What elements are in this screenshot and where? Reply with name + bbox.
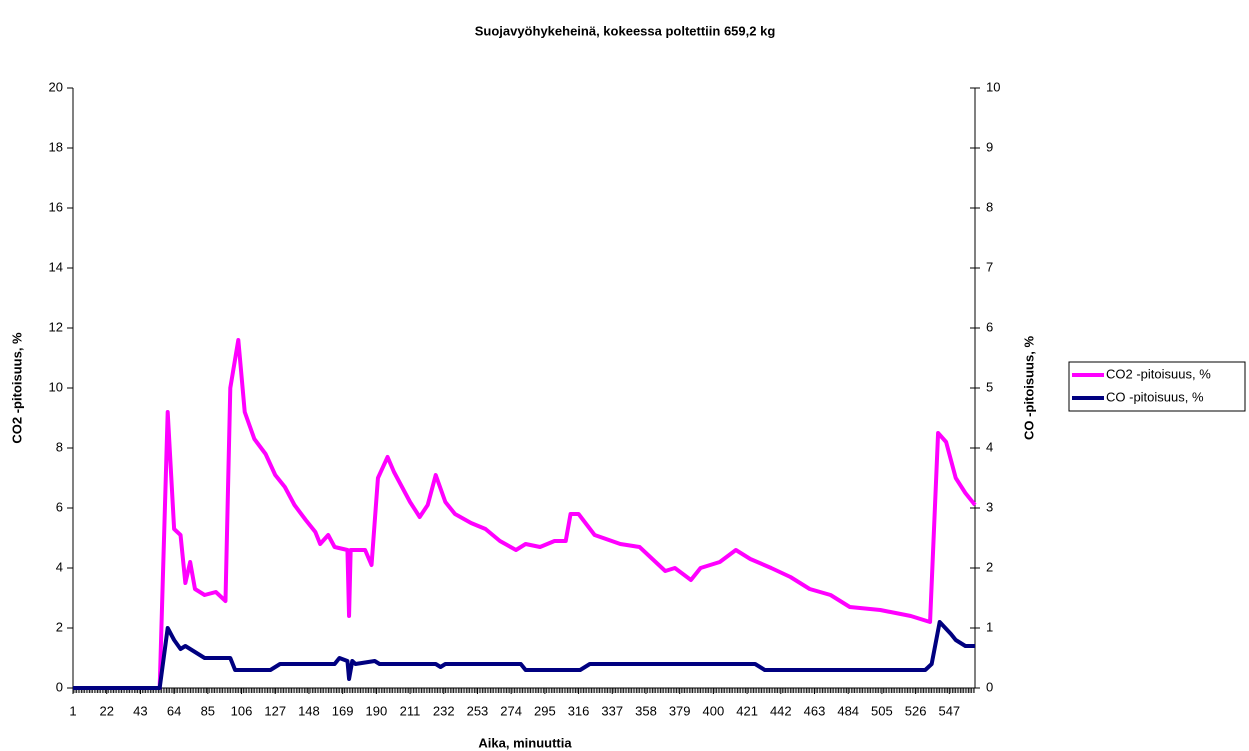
y-tick-label: 20 — [49, 79, 63, 94]
y2-tick-label: 7 — [986, 259, 993, 274]
y2-tick-label: 6 — [986, 319, 993, 334]
x-tick-label: 190 — [365, 703, 387, 718]
legend — [1068, 361, 1246, 412]
x-tick-label: 22 — [99, 703, 113, 718]
y-axis-label: CO2 -pitoisuus, % — [9, 332, 24, 444]
x-tick-label: 526 — [905, 703, 927, 718]
chart-title: Suojavyöhykeheinä, kokeessa poltettiin 6… — [475, 23, 776, 38]
x-tick-label: 64 — [167, 703, 181, 718]
y-tick-label: 18 — [49, 139, 63, 154]
y-tick-label: 16 — [49, 199, 63, 214]
legend-label: CO2 -pitoisuus, % — [1106, 366, 1211, 381]
y2-tick-label: 1 — [986, 619, 993, 634]
y-tick-label: 12 — [49, 319, 63, 334]
y2-tick-label: 2 — [986, 559, 993, 574]
x-tick-label: 148 — [298, 703, 320, 718]
y-tick-label: 0 — [56, 679, 63, 694]
x-tick-label: 484 — [837, 703, 859, 718]
y-tick-label: 14 — [49, 259, 63, 274]
x-axis-label: Aika, minuuttia — [478, 735, 572, 750]
x-tick-label: 169 — [332, 703, 354, 718]
x-tick-label: 442 — [770, 703, 792, 718]
series-line — [73, 620, 975, 690]
x-tick-label: 43 — [133, 703, 147, 718]
x-tick-label: 127 — [264, 703, 286, 718]
x-tick-label: 1 — [69, 703, 76, 718]
y2-tick-label: 3 — [986, 499, 993, 514]
x-tick-label: 505 — [871, 703, 893, 718]
y-tick-label: 6 — [56, 499, 63, 514]
x-tick-label: 232 — [433, 703, 455, 718]
y-tick-label: 10 — [49, 379, 63, 394]
y2-axis-label: CO -pitoisuus, % — [1021, 336, 1036, 440]
y2-tick-label: 8 — [986, 199, 993, 214]
y2-tick-label: 0 — [986, 679, 993, 694]
minor-ticks — [73, 688, 975, 693]
x-tick-label: 463 — [804, 703, 826, 718]
x-tick-label: 379 — [669, 703, 691, 718]
x-tick-label: 106 — [231, 703, 253, 718]
x-tick-label: 337 — [601, 703, 623, 718]
y-tick-label: 2 — [56, 619, 63, 634]
x-tick-label: 295 — [534, 703, 556, 718]
x-tick-label: 274 — [500, 703, 522, 718]
y-tick-label: 4 — [56, 559, 63, 574]
x-tick-label: 253 — [467, 703, 489, 718]
x-tick-label: 400 — [703, 703, 725, 718]
x-tick-label: 211 — [400, 703, 421, 718]
x-tick-label: 358 — [635, 703, 657, 718]
x-tick-label: 421 — [736, 703, 758, 718]
legend-label: CO -pitoisuus, % — [1106, 389, 1204, 404]
x-tick-label: 547 — [938, 703, 960, 718]
y2-tick-label: 10 — [986, 79, 1000, 94]
series-line — [73, 338, 977, 690]
x-tick-label: 85 — [201, 703, 215, 718]
y2-tick-label: 5 — [986, 379, 993, 394]
x-tick-label: 316 — [568, 703, 590, 718]
y2-tick-label: 9 — [986, 139, 993, 154]
y-tick-label: 8 — [56, 439, 63, 454]
y2-tick-label: 4 — [986, 439, 993, 454]
